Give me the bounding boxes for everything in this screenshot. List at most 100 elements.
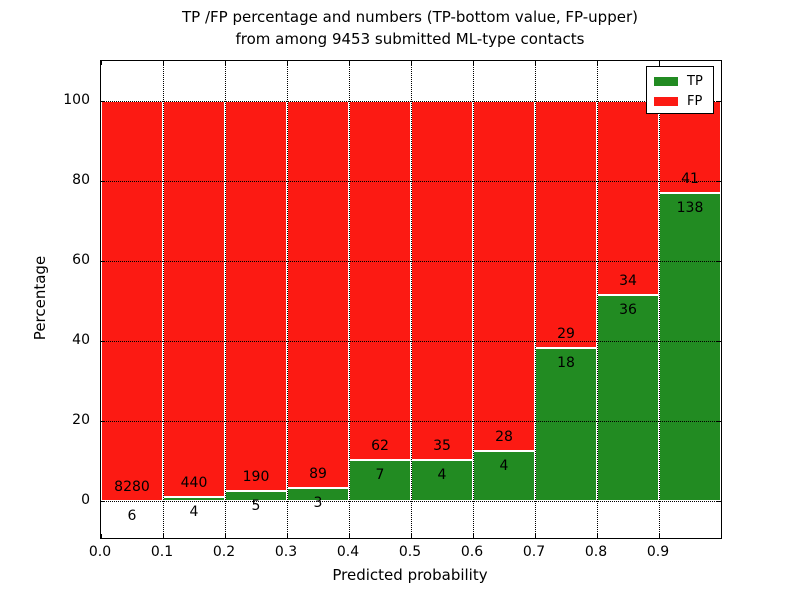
- fp-count-label: 28: [495, 429, 513, 445]
- fp-count-label: 62: [371, 438, 389, 455]
- chart-title-line1: TP /FP percentage and numbers (TP-bottom…: [182, 8, 638, 26]
- bar-segment-fp: [225, 101, 287, 491]
- x-tick-label: 0.4: [336, 544, 360, 560]
- gridline-vertical: [287, 61, 288, 538]
- fp-count-label: 89: [309, 465, 327, 482]
- axis-tick: [720, 534, 722, 538]
- axis-tick: [720, 61, 722, 65]
- fp-count-label: 34: [619, 273, 637, 290]
- axis-tick: [717, 500, 721, 502]
- plot-area: 8280 6 440 4 190 5 89 3 62 7 35 4 28 4 29 18 34 36 41 138: [100, 60, 722, 539]
- gridline-vertical: [473, 61, 474, 538]
- tp-count-label: 36: [619, 302, 637, 319]
- axis-tick: [410, 61, 412, 65]
- x-tick-label: 0.7: [522, 544, 546, 560]
- axis-tick: [101, 420, 105, 422]
- fp-count-label: 29: [557, 325, 575, 342]
- axis-tick: [101, 180, 105, 182]
- bar-segment-fp: [101, 101, 163, 501]
- axis-tick: [162, 61, 164, 65]
- axis-tick: [100, 534, 102, 538]
- x-tick-label: 0.5: [398, 544, 422, 560]
- axis-tick: [101, 340, 105, 342]
- bar-segment-fp: [349, 101, 411, 461]
- fp-count-label: 41: [681, 170, 699, 187]
- axis-tick: [596, 61, 598, 65]
- tp-count-label: 18: [557, 354, 575, 371]
- axis-tick: [534, 61, 536, 65]
- bar-segment-tp: [473, 451, 535, 501]
- x-tick-label: 0.9: [646, 544, 670, 560]
- axis-tick: [101, 500, 105, 502]
- fp-count-label: 8280: [114, 478, 150, 495]
- tp-color-swatch: [654, 76, 678, 86]
- axis-tick: [658, 61, 660, 65]
- gridline-vertical: [349, 61, 350, 538]
- axis-tick: [658, 534, 660, 538]
- tp-count-label: 4: [189, 504, 199, 521]
- axis-tick: [100, 61, 102, 65]
- bar-segment-fp: [287, 101, 349, 488]
- tp-count-label: 138: [676, 199, 704, 216]
- axis-tick: [348, 61, 350, 65]
- y-tick-label: 100: [63, 92, 90, 108]
- axis-tick: [472, 61, 474, 65]
- axis-tick: [101, 100, 105, 102]
- fp-count-label: 35: [433, 437, 451, 454]
- y-tick-label: 60: [72, 252, 90, 268]
- fp-count-label: 440: [180, 475, 208, 492]
- axis-tick: [162, 534, 164, 538]
- bar-segment-fp: [411, 101, 473, 460]
- tp-count-label: 7: [375, 467, 385, 484]
- legend-label-tp: TP: [687, 73, 703, 89]
- y-tick-label: 0: [81, 492, 90, 508]
- x-tick-label: 0.2: [212, 544, 236, 560]
- gridline-vertical: [535, 61, 536, 538]
- chart-title: TP /FP percentage and numbers (TP-bottom…: [100, 6, 720, 50]
- x-tick-label: 0.0: [88, 544, 112, 560]
- axis-tick: [410, 534, 412, 538]
- bar-segment-tp: [597, 295, 659, 501]
- tp-count-label: 5: [251, 497, 261, 514]
- bar-segment-fp: [597, 101, 659, 296]
- axis-tick: [224, 534, 226, 538]
- axis-tick: [101, 260, 105, 262]
- axis-tick: [717, 100, 721, 102]
- gridline-vertical: [659, 61, 660, 538]
- axis-tick: [348, 534, 350, 538]
- axis-tick: [717, 180, 721, 182]
- bar-segment-tp: [535, 347, 597, 501]
- axis-tick: [286, 61, 288, 65]
- x-tick-label: 0.1: [150, 544, 174, 560]
- bar-segment-tp: [349, 460, 411, 501]
- gridline-vertical: [597, 61, 598, 538]
- y-axis-label: Percentage: [31, 255, 49, 341]
- legend: TP FP: [646, 66, 714, 114]
- x-tick-label: 0.3: [274, 544, 298, 560]
- axis-tick: [717, 420, 721, 422]
- legend-item-tp: TP: [654, 72, 713, 90]
- axis-tick: [224, 61, 226, 65]
- bar-segment-fp: [163, 101, 225, 498]
- y-tick-label: 20: [72, 412, 90, 428]
- axis-tick: [717, 260, 721, 262]
- gridline-vertical: [411, 61, 412, 538]
- fp-count-label: 190: [242, 468, 270, 485]
- gridline-vertical: [225, 61, 226, 538]
- gridline-vertical: [163, 61, 164, 538]
- bar-segment-tp: [659, 192, 721, 501]
- bar-segment-fp: [473, 101, 535, 451]
- y-tick-label: 80: [72, 172, 90, 188]
- tp-count-label: 6: [127, 507, 137, 524]
- tp-count-label: 4: [437, 466, 447, 483]
- y-tick-label: 40: [72, 332, 90, 348]
- axis-tick: [717, 340, 721, 342]
- fp-color-swatch: [654, 96, 678, 106]
- axis-tick: [472, 534, 474, 538]
- axis-tick: [596, 534, 598, 538]
- legend-label-fp: FP: [687, 93, 703, 109]
- legend-item-fp: FP: [654, 92, 713, 110]
- chart-title-line2: from among 9453 submitted ML-type contac…: [235, 30, 585, 48]
- x-tick-label: 0.8: [584, 544, 608, 560]
